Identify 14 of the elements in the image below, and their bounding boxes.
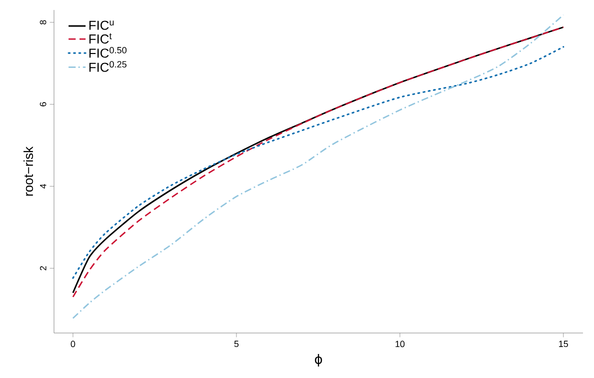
- y-axis-title: root−risk: [24, 146, 34, 196]
- legend-label: FIC$^{u}$: [89, 20, 114, 30]
- legend-label: FIC$^{t}$: [89, 33, 112, 44]
- x-axis-title: ϕ: [314, 354, 322, 366]
- y-tick-label: 4: [40, 184, 46, 189]
- legend-label: FIC$^{0.50}$: [89, 46, 127, 58]
- x-tick-label: 10: [396, 340, 405, 348]
- y-tick-label: 8: [40, 20, 46, 24]
- y-tick-label: 2: [40, 266, 46, 270]
- legend-label: FIC$^{0.25}$: [89, 61, 126, 72]
- x-tick-label: 0: [70, 340, 76, 348]
- y-tick-label: 6: [40, 102, 46, 106]
- x-tick-label: 5: [234, 340, 239, 348]
- x-tick-label: 15: [559, 340, 568, 348]
